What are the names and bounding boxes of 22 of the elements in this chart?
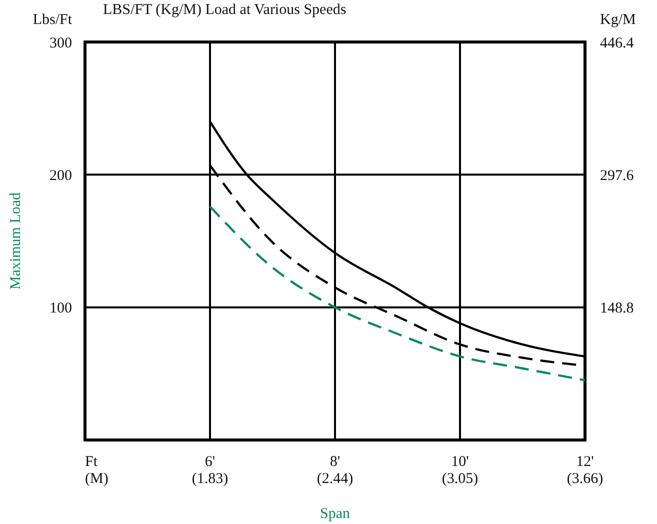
x2-tick-label: (3.05) (442, 471, 478, 487)
x2-tick-label: (2.44) (316, 471, 354, 487)
y-tick-label: 100 (50, 300, 72, 317)
y-tick-label: 300 (50, 35, 72, 52)
line-series (208, 205, 586, 382)
x2-tick-label: (M) (85, 471, 108, 487)
x2-tick-label: (1.83) (192, 471, 228, 487)
x-tick-label: 12' (576, 454, 594, 470)
x-tick-label: 6' (204, 454, 216, 470)
x-tick-label: Ft (85, 454, 98, 470)
x-tick-label: 10' (451, 454, 470, 470)
y-tick-label: 200 (50, 168, 72, 184)
x-axis-title: Span (320, 506, 350, 522)
y2-tick-label: 148.8 (600, 300, 634, 317)
x-tick-label: 8' (330, 454, 340, 470)
text: Lbs/Ft (32, 12, 73, 28)
x2-tick-label: (3.66) (566, 471, 604, 487)
y2-axis-title: Kg/M (600, 12, 636, 28)
chart-title: LBS/FT (Kg/M) Load at Various Speeds (103, 2, 346, 18)
y2-tick-label: 446.4 (600, 35, 634, 52)
y2-tick-label: 297.6 (600, 168, 634, 184)
y-axis-title: Maximum Load (8, 192, 24, 290)
